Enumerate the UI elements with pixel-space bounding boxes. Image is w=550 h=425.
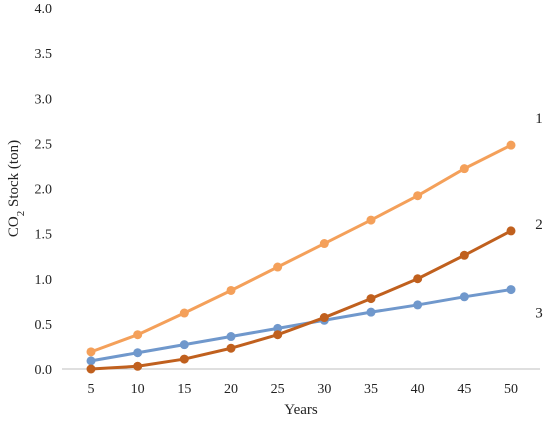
- x-axis-title: Years: [284, 402, 318, 418]
- data-point: [86, 356, 96, 366]
- series-end-label: 2: [535, 217, 543, 233]
- data-point: [273, 323, 283, 333]
- data-point: [366, 307, 376, 317]
- y-tick-label: 1.5: [35, 228, 53, 243]
- data-point: [413, 274, 423, 284]
- y-tick-label: 3.0: [35, 92, 53, 107]
- series-line: [90, 229, 512, 371]
- x-tick-label: 30: [317, 382, 331, 397]
- x-tick-label: 20: [224, 382, 238, 397]
- data-point: [506, 140, 516, 150]
- y-axis-title: CO2 Stock (ton): [6, 140, 27, 237]
- x-tick-label: 40: [411, 382, 425, 397]
- data-point: [179, 308, 189, 318]
- data-point: [179, 354, 189, 364]
- series-1: 1: [86, 111, 543, 357]
- series-line: [90, 143, 512, 354]
- series-2: 2: [86, 217, 543, 374]
- data-point: [226, 332, 236, 342]
- data-point: [366, 215, 376, 225]
- series-line: [90, 288, 512, 363]
- data-point: [86, 364, 96, 374]
- y-tick-label: 2.0: [35, 183, 53, 198]
- data-point: [179, 340, 189, 350]
- x-tick-label: 25: [271, 382, 285, 397]
- x-tick-label: 35: [364, 382, 378, 397]
- data-point: [273, 262, 283, 272]
- y-tick-label: 2.5: [35, 137, 53, 152]
- x-tick-label: 15: [177, 382, 191, 397]
- data-point: [506, 226, 516, 236]
- series-layer: 3 2 1: [86, 111, 543, 374]
- x-tick-label: 45: [457, 382, 471, 397]
- x-tick-label: 10: [131, 382, 145, 397]
- y-tick-label: 1.0: [35, 273, 53, 288]
- data-point: [86, 347, 96, 357]
- y-tick-label: 3.5: [35, 47, 53, 62]
- data-point: [366, 294, 376, 304]
- series-end-label: 1: [535, 111, 543, 127]
- data-point: [226, 285, 236, 295]
- y-tick-label: 4.0: [35, 2, 53, 17]
- data-point: [459, 250, 469, 260]
- y-tick-label: 0.5: [35, 318, 53, 333]
- data-point: [413, 191, 423, 201]
- data-point: [226, 343, 236, 353]
- data-point: [506, 285, 516, 295]
- x-tick-label: 5: [88, 382, 95, 397]
- data-point: [133, 330, 143, 340]
- data-point: [319, 239, 329, 249]
- y-axis-ticks: 0.0 0.5 1.0 1.5 2.0 2.5 3.0 3.5 4.0: [35, 2, 53, 378]
- x-axis-ticks: 5 10 15 20 25 30 35 40 45 50: [88, 382, 519, 397]
- data-point: [413, 300, 423, 310]
- series-end-label: 3: [535, 306, 543, 322]
- data-point: [133, 348, 143, 358]
- data-point: [459, 164, 469, 174]
- data-point: [273, 330, 283, 340]
- data-point: [133, 361, 143, 371]
- x-tick-label: 50: [504, 382, 518, 397]
- data-point: [459, 292, 469, 302]
- y-tick-label: 0.0: [35, 363, 53, 378]
- data-point: [319, 313, 329, 323]
